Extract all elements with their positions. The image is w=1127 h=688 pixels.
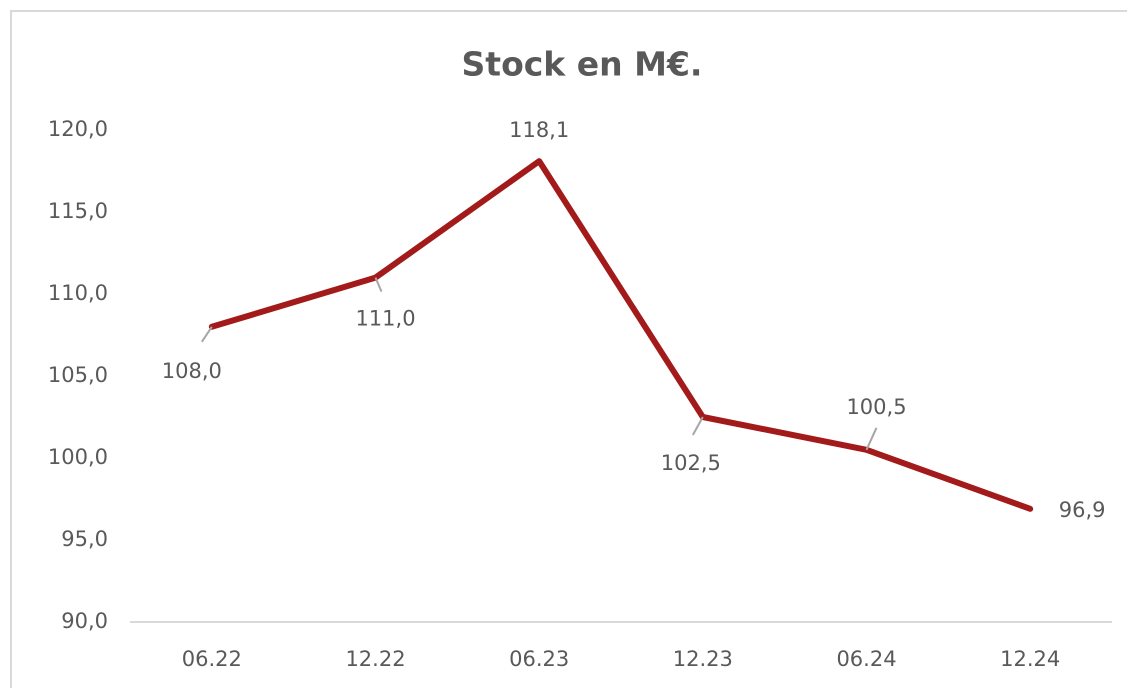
x-tick-label: 06.24 <box>836 647 896 671</box>
x-tick-label: 06.22 <box>182 647 242 671</box>
data-label: 100,5 <box>846 395 906 419</box>
leader-line <box>374 277 383 292</box>
data-label: 102,5 <box>661 451 721 475</box>
y-tick-label: 115,0 <box>48 199 108 223</box>
x-tick-label: 12.23 <box>673 647 733 671</box>
x-tick-label: 12.24 <box>1000 647 1060 671</box>
data-label: 96,9 <box>1059 498 1106 522</box>
leader-line <box>691 416 704 436</box>
y-tick-label: 100,0 <box>48 445 108 469</box>
data-label: 108,0 <box>162 359 222 383</box>
data-label: 118,1 <box>509 118 569 142</box>
y-tick-label: 95,0 <box>61 527 108 551</box>
chart-title: Stock en M€. <box>462 45 703 84</box>
leader-line <box>865 427 878 451</box>
chart-frame <box>10 10 1127 688</box>
x-tick-label: 12.22 <box>345 647 405 671</box>
leader-line <box>201 326 213 343</box>
y-tick-label: 110,0 <box>48 281 108 305</box>
series-line <box>208 158 1034 512</box>
y-tick-label: 90,0 <box>61 609 108 633</box>
y-tick-label: 105,0 <box>48 363 108 387</box>
data-label: 111,0 <box>355 307 415 331</box>
y-tick-label: 120,0 <box>48 117 108 141</box>
x-tick-label: 06.23 <box>509 647 569 671</box>
